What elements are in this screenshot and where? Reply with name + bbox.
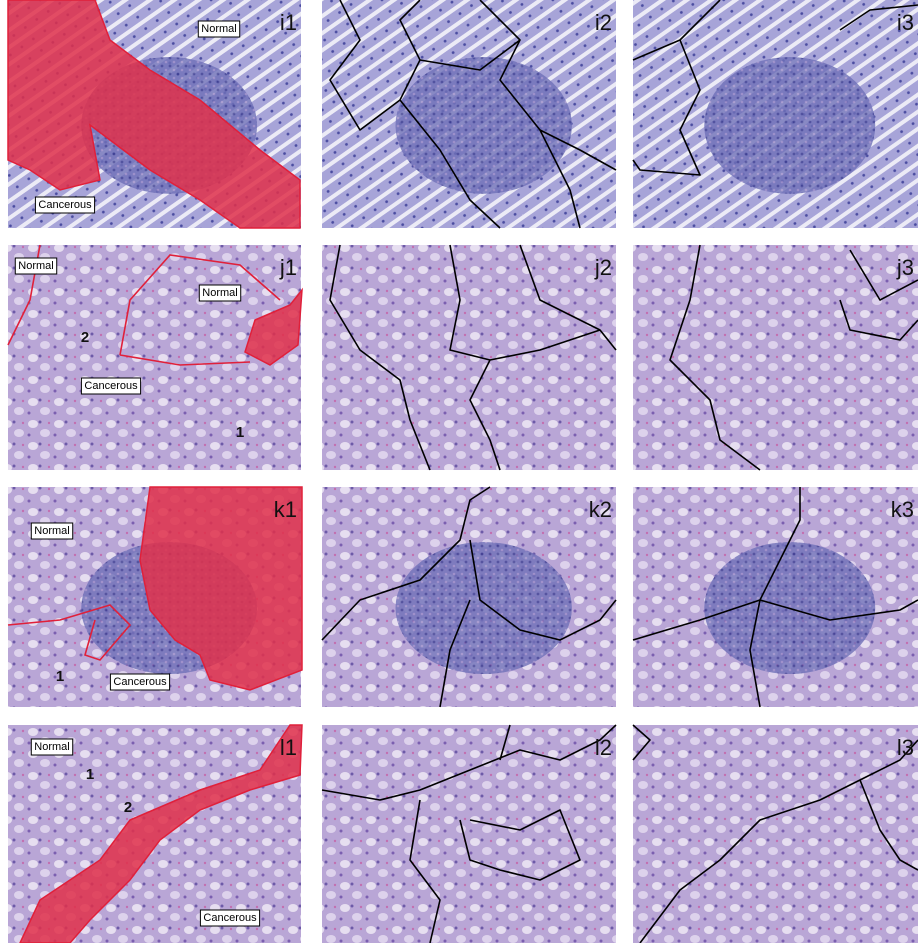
panel-id: i3: [897, 10, 914, 35]
region-number: 1: [56, 668, 64, 685]
panel-image: [633, 725, 918, 943]
region-number: 1: [236, 424, 244, 441]
panel-id: j3: [896, 255, 914, 280]
annotation-label: Normal: [34, 741, 69, 753]
annotation-label: Cancerous: [203, 912, 257, 924]
annotation-label: Normal: [34, 525, 69, 537]
dense-tissue: [396, 542, 572, 674]
panel-id: j1: [279, 255, 297, 280]
region-number: 2: [81, 329, 89, 346]
panel-id: k3: [891, 497, 914, 522]
panel-id: j2: [594, 255, 612, 280]
dense-tissue: [704, 57, 875, 194]
annotation-label: Cancerous: [113, 676, 167, 688]
panel-image: [633, 245, 918, 470]
panel-id: i2: [595, 10, 612, 35]
panel-id: l2: [595, 735, 612, 760]
panel-image: [322, 725, 616, 943]
annotation-label: Cancerous: [84, 380, 138, 392]
panel-id: i1: [280, 10, 297, 35]
panel-id: k2: [589, 497, 612, 522]
region-number: 1: [86, 766, 94, 783]
annotation-label: Normal: [202, 287, 237, 299]
panel-image: [322, 245, 616, 470]
panel-id: l1: [280, 735, 297, 760]
dense-tissue: [396, 57, 572, 194]
annotation-label: Normal: [201, 23, 236, 35]
region-number: 2: [124, 799, 132, 816]
panel-id: l3: [897, 735, 914, 760]
panel-id: k1: [274, 497, 297, 522]
annotation-label: Cancerous: [38, 199, 92, 211]
annotation-label: Normal: [18, 260, 53, 272]
figure: i1 Normal Cancerous i2 i3 j1 Normal Normal 2 Canc…: [0, 0, 918, 943]
